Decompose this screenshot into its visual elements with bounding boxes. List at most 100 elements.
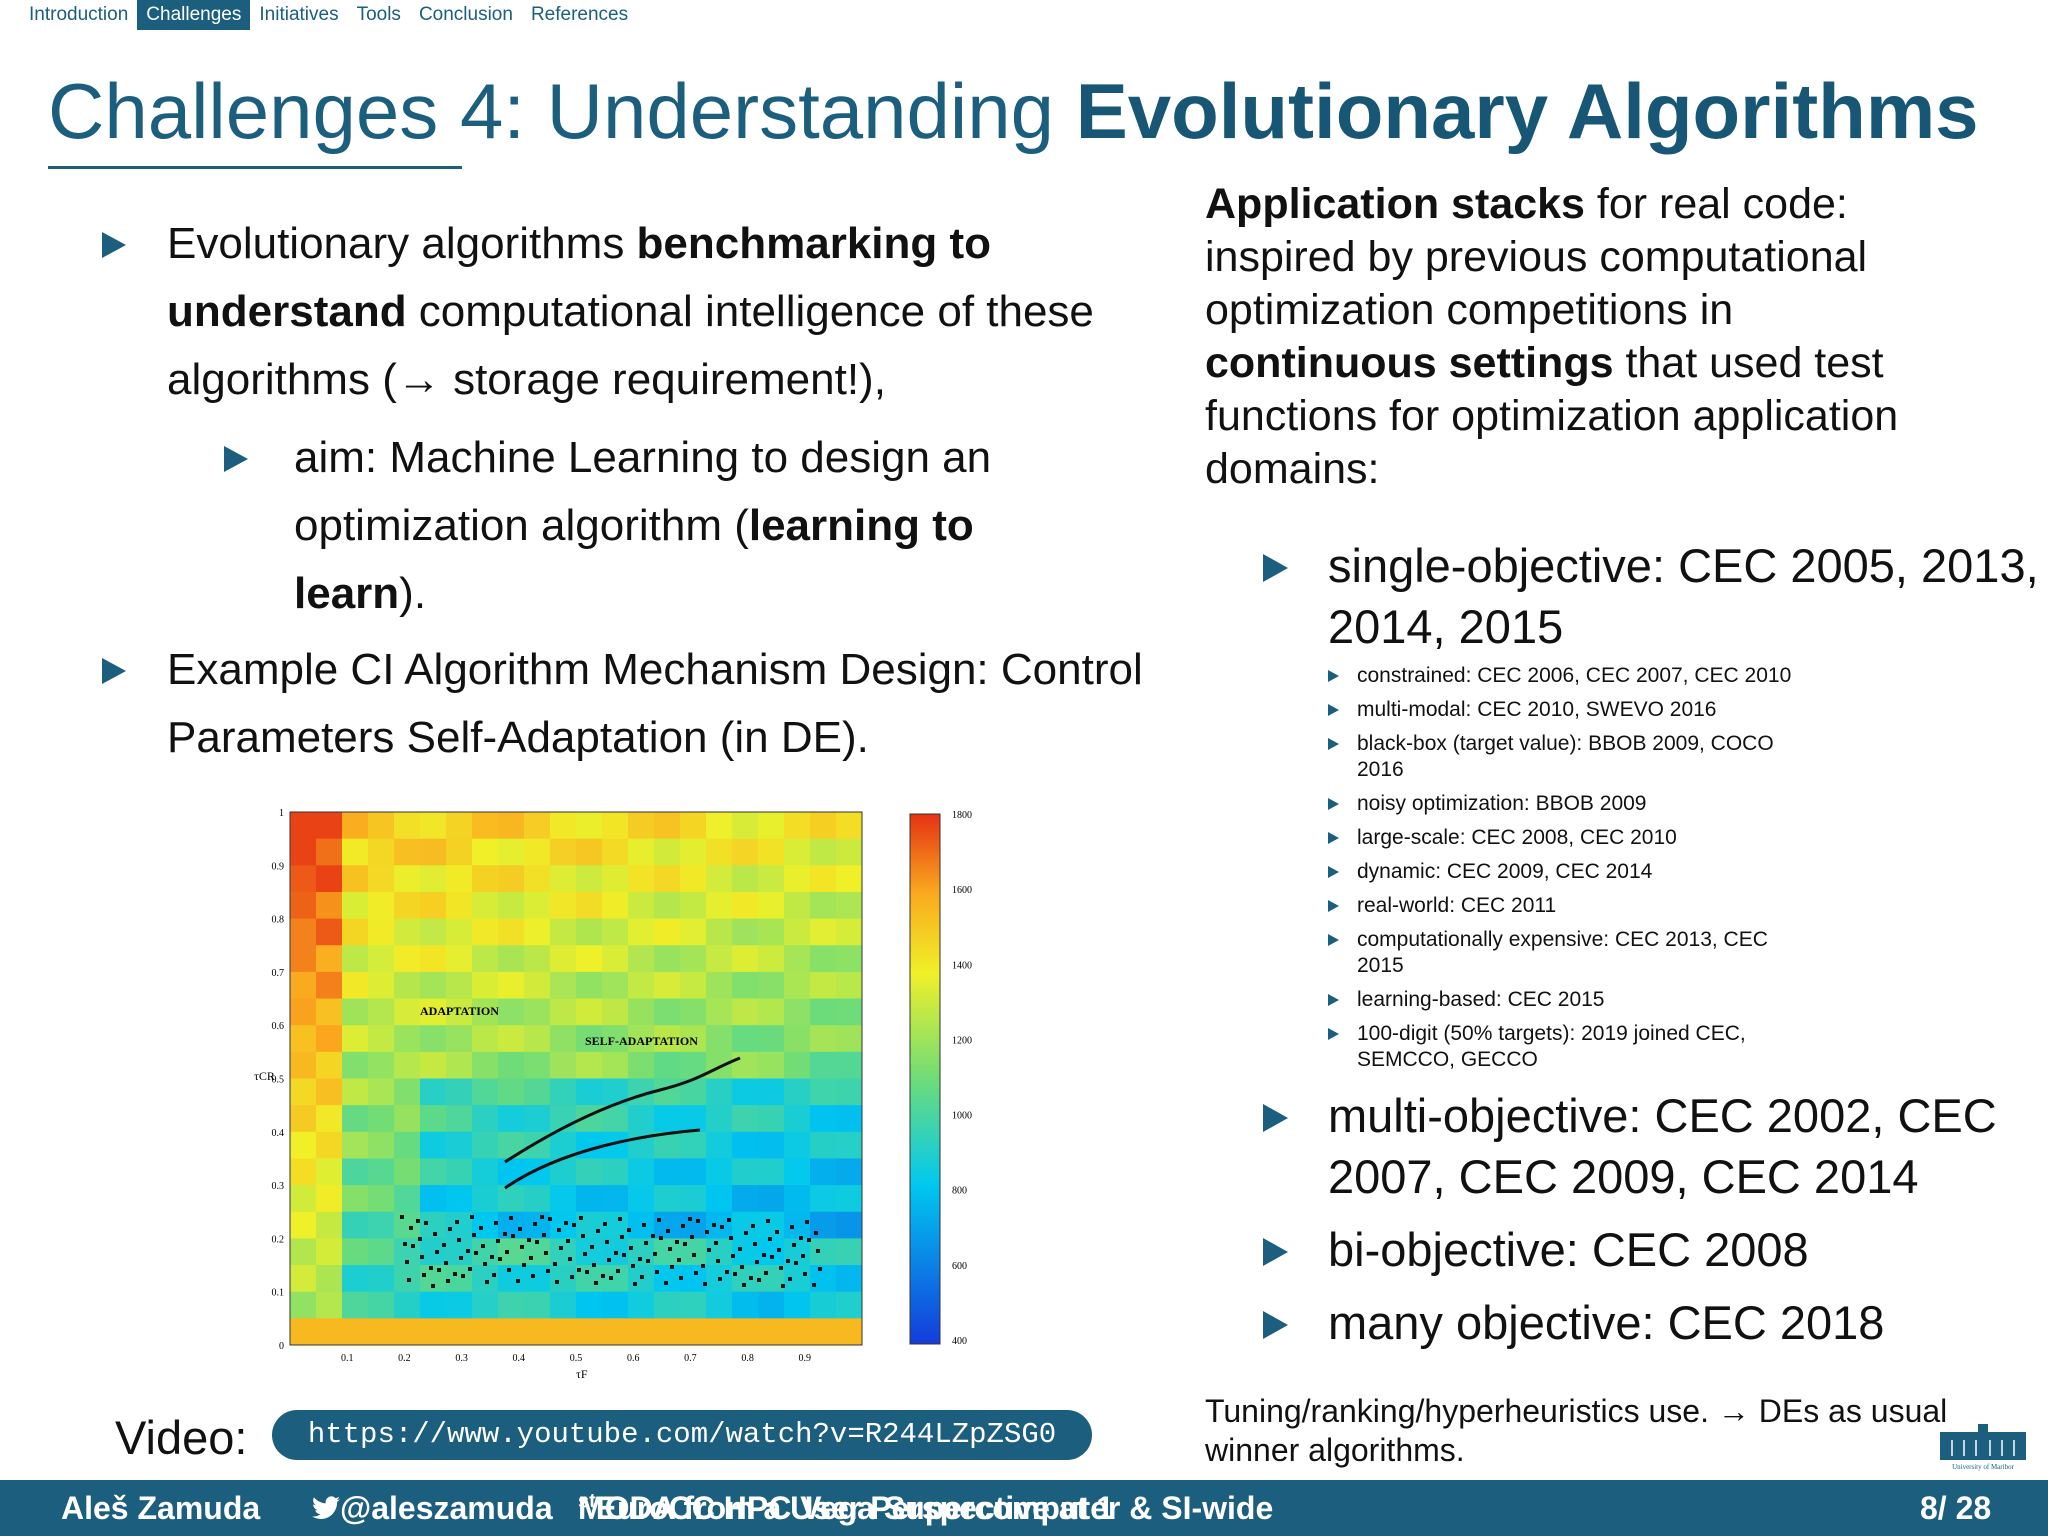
scatter-dot — [655, 1270, 659, 1274]
scatter-dot — [542, 1233, 546, 1237]
scatter-dot — [603, 1222, 607, 1226]
scatter-dot — [683, 1242, 687, 1246]
y-tick-label: 0.3 — [272, 1181, 285, 1192]
heatmap-cell — [810, 1238, 837, 1266]
scatter-dot — [409, 1226, 413, 1230]
heatmap-cell — [810, 971, 837, 1000]
heatmap-cell — [602, 945, 629, 973]
heatmap-cell — [524, 1078, 551, 1106]
heatmap-cell — [706, 812, 733, 840]
heatmap-cell — [472, 1131, 499, 1159]
heatmap-cell — [290, 945, 317, 973]
heatmap-cell — [602, 865, 629, 893]
scatter-dot — [688, 1217, 692, 1221]
bullet-text: Evolutionary algorithms benchmarking to … — [167, 210, 1187, 414]
scatter-dot — [527, 1238, 531, 1242]
heatmap-cell — [602, 1158, 629, 1186]
heatmap-cell — [290, 1105, 317, 1133]
scatter-dot — [431, 1284, 435, 1288]
scatter-dot — [459, 1256, 463, 1260]
heatmap-cell — [576, 1318, 603, 1346]
annotation: ADAPTATION — [420, 1004, 499, 1018]
heatmap-cell — [836, 1131, 863, 1159]
left-column: Evolutionary algorithms benchmarking to … — [102, 210, 1152, 780]
y-tick-label: 0.7 — [272, 968, 285, 979]
heatmap-cell — [316, 1238, 343, 1266]
text-run: st — [578, 1490, 596, 1513]
heatmap-cell — [290, 971, 317, 1000]
scatter-dot — [727, 1218, 731, 1222]
heatmap-cell — [576, 945, 603, 973]
heatmap-cell — [446, 865, 473, 893]
nav-item[interactable]: Introduction — [29, 4, 129, 25]
bullet-marker — [102, 658, 126, 684]
heatmap-cell — [784, 918, 811, 946]
scatter-dot — [640, 1275, 644, 1279]
video-link[interactable]: https://www.youtube.com/watch?v=R244LZpZ… — [272, 1410, 1092, 1460]
scatter-dot — [714, 1241, 718, 1245]
heatmap-cell — [706, 1131, 733, 1159]
scatter-dot — [570, 1275, 574, 1279]
scatter-dot — [622, 1253, 626, 1257]
bullet-marker — [1328, 670, 1339, 682]
heatmap-cell — [290, 838, 317, 866]
right-intro: Application stacks for real code: inspir… — [1205, 178, 1965, 496]
heatmap-cell — [576, 838, 603, 866]
heatmap-cell — [784, 891, 811, 920]
heatmap-cell — [732, 812, 759, 840]
heatmap-cell — [342, 998, 369, 1026]
nav-item[interactable]: Conclusion — [418, 4, 513, 25]
scatter-dot — [518, 1227, 522, 1231]
bullet-text: Example CI Algorithm Mechanism Design: C… — [167, 636, 1187, 772]
heatmap-cell — [472, 1318, 499, 1346]
nav-item[interactable]: Tools — [356, 4, 401, 25]
heatmap-cell — [706, 865, 733, 893]
heatmap-cell — [446, 891, 473, 920]
heatmap-cell — [420, 1318, 447, 1346]
colorbar — [909, 813, 941, 1345]
x-tick-label: 0.2 — [398, 1353, 411, 1364]
heatmap-cell — [576, 865, 603, 893]
scatter-dot — [400, 1215, 404, 1219]
heatmap-cell — [550, 1025, 577, 1053]
scatter-dot — [535, 1240, 539, 1244]
heatmap-cell — [758, 1291, 785, 1319]
heatmap-cell — [394, 1078, 421, 1106]
heatmap-cell — [446, 1025, 473, 1053]
heatmap-cell — [706, 1291, 733, 1319]
heatmap-cell — [472, 1158, 499, 1186]
heatmap-cell — [524, 1105, 551, 1133]
heatmap-cell — [810, 945, 837, 973]
scatter-dot — [757, 1278, 761, 1282]
heatmap-cell — [498, 1291, 525, 1319]
heatmap-cell — [446, 1131, 473, 1159]
nav-item[interactable]: Challenges — [137, 0, 251, 30]
nav-item[interactable]: References — [530, 4, 629, 25]
slide-title: Challenges 4: Understanding Evolutionary… — [48, 66, 1979, 157]
heatmap-cell — [368, 1158, 395, 1186]
y-tick-label: 0.6 — [272, 1021, 285, 1032]
nav-item[interactable]: Initiatives — [259, 4, 339, 25]
sub-bullet-item: 100-digit (50% targets): 2019 joined CEC… — [1328, 1021, 1807, 1073]
heatmap-cell — [290, 1238, 317, 1266]
heatmap-cell — [316, 945, 343, 973]
heatmap-cell — [758, 1105, 785, 1133]
sub-bullet-item: real-world: CEC 2011 — [1328, 893, 1807, 919]
heatmap-cell — [758, 1051, 785, 1079]
scatter-dot — [786, 1259, 790, 1263]
heatmap-cell — [784, 1105, 811, 1133]
heatmap-cell — [706, 1158, 733, 1186]
heatmap-cell — [446, 998, 473, 1026]
colorbar-tick-label: 600 — [952, 1261, 967, 1272]
scatter-dot — [435, 1250, 439, 1254]
heatmap-cell — [628, 1211, 655, 1239]
x-tick-label: 0.5 — [570, 1353, 583, 1364]
heatmap-cell — [680, 865, 707, 893]
heatmap-cell — [576, 1211, 603, 1239]
heatmap-cell — [368, 1025, 395, 1053]
heatmap-cell — [810, 891, 837, 920]
scatter-dot — [818, 1267, 822, 1271]
heatmap-cell — [654, 865, 681, 893]
heatmap-cell — [680, 1131, 707, 1159]
bullet-marker — [1263, 1104, 1288, 1132]
